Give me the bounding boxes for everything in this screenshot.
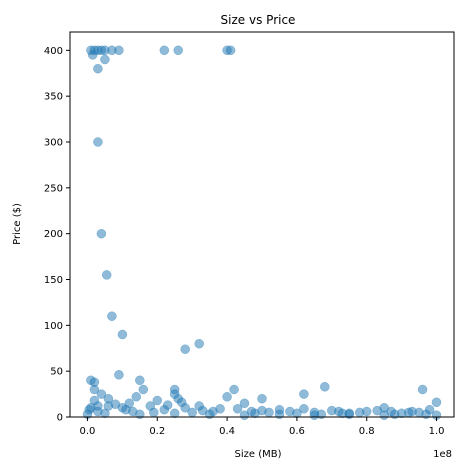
scatter-point: [128, 406, 138, 417]
scatter-point: [239, 410, 250, 420]
scatter-point: [100, 54, 110, 65]
x-offset-label: 1e8: [433, 449, 452, 460]
scatter-point: [250, 408, 260, 419]
scatter-point: [173, 45, 183, 56]
x-tick-label: 0.6: [289, 426, 305, 437]
scatter-point: [299, 389, 309, 399]
scatter-point: [337, 408, 348, 419]
scatter-point: [152, 395, 163, 406]
y-tick-label: 250: [44, 183, 63, 194]
scatter-point: [169, 408, 180, 419]
x-tick-label: 0.8: [359, 426, 375, 437]
scatter-point: [93, 63, 103, 74]
scatter-point: [149, 407, 159, 418]
scatter-point: [138, 384, 149, 395]
scatter-point: [417, 384, 428, 395]
x-tick-label: 1.0: [429, 426, 445, 437]
scatter-point: [372, 405, 382, 416]
x-tick-label: 0.4: [219, 426, 235, 437]
scatter-point: [194, 338, 204, 349]
scatter-point: [135, 375, 145, 386]
y-tick-label: 50: [50, 367, 63, 378]
scatter-point: [225, 45, 236, 56]
y-tick-label: 200: [44, 229, 63, 240]
plot-border: [69, 31, 455, 418]
y-tick-label: 0: [57, 413, 63, 424]
scatter-point: [87, 50, 98, 60]
plot-area: [69, 31, 455, 420]
plot-frame: [70, 32, 454, 417]
scatter-point: [299, 404, 309, 414]
scatter-point: [239, 398, 250, 409]
x-axis-label: Size (MB): [235, 449, 282, 460]
scatter-point: [89, 395, 100, 406]
scatter-point: [159, 45, 170, 56]
y-tick-label: 100: [44, 321, 63, 332]
scatter-point: [107, 311, 117, 321]
scatter-point: [101, 270, 112, 280]
scatter-point: [96, 228, 107, 239]
x-tick-label: 0.0: [80, 426, 96, 437]
scatter-point: [96, 389, 107, 399]
y-axis: 0 50 100 150 200 250 300 350 400: [44, 46, 70, 424]
scatter-point: [197, 405, 208, 416]
scatter-point: [131, 392, 142, 402]
scatter-point: [162, 400, 173, 410]
scatter-point: [176, 397, 187, 408]
x-axis: 0.0 0.2 0.4 0.6 0.8 1.0: [80, 417, 445, 437]
scatter-point: [431, 397, 442, 408]
scatter-point: [327, 405, 337, 416]
scatter-point: [257, 393, 267, 404]
scatter-point: [103, 401, 114, 411]
y-tick-label: 350: [44, 92, 63, 103]
scatter-point: [89, 384, 100, 395]
y-tick-label: 300: [44, 138, 63, 149]
scatter-point: [215, 404, 225, 414]
scatter-point: [180, 344, 190, 354]
scatter-point: [229, 384, 239, 395]
x-tick-label: 0.2: [149, 426, 165, 437]
scatter-point: [285, 406, 295, 417]
scatter-point: [386, 406, 396, 417]
scatter-point: [232, 404, 243, 414]
chart-title: Size vs Price: [221, 13, 296, 27]
y-axis-label: Price ($): [12, 203, 23, 245]
scatter-point: [264, 407, 274, 418]
scatter-point: [222, 392, 232, 402]
scatter-point: [114, 370, 124, 380]
y-tick-label: 400: [44, 46, 63, 57]
scatter-point: [396, 408, 407, 419]
scatter-point: [320, 382, 330, 392]
scatter-point: [114, 45, 124, 56]
scatter-point: [93, 137, 103, 147]
scatter-point: [354, 407, 365, 418]
scatter-point: [117, 329, 128, 340]
y-tick-label: 150: [44, 275, 63, 286]
scatter-point: [407, 406, 417, 417]
